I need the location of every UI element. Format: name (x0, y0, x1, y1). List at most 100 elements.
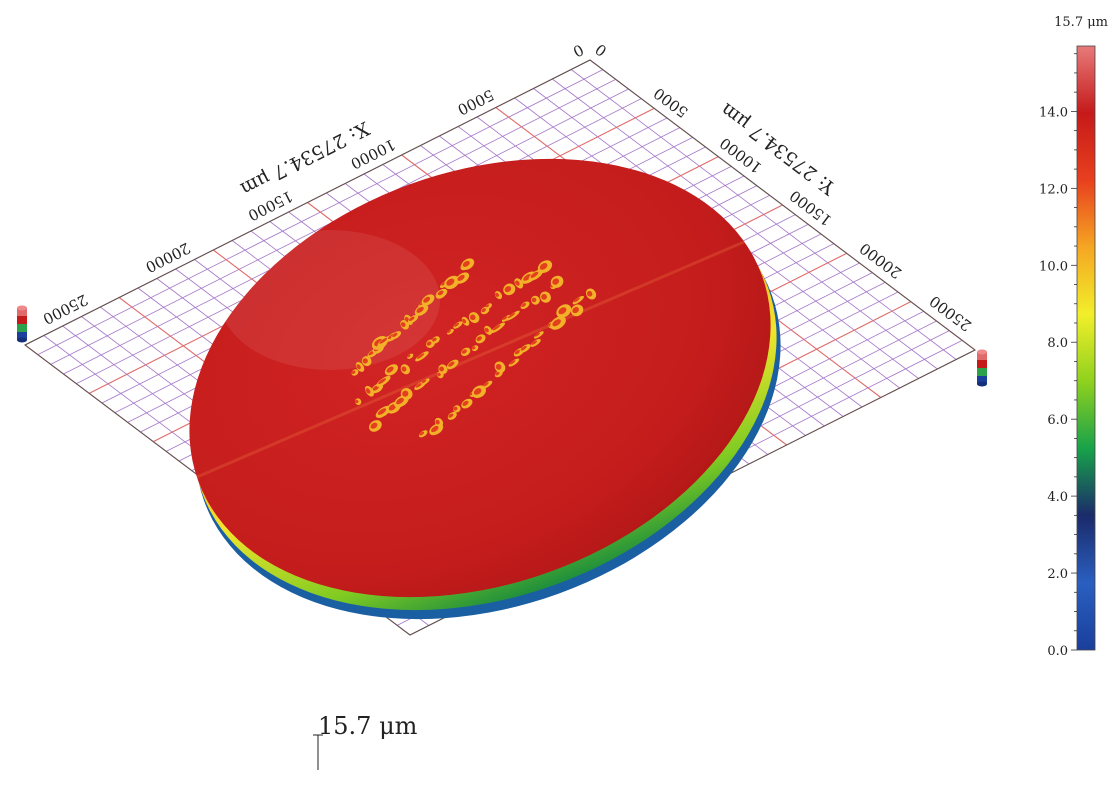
colorbar-tick-label: 12.0 (1039, 182, 1068, 197)
feature-droplet-shade (379, 337, 388, 344)
colorbar-tick-label: 14.0 (1039, 105, 1068, 120)
feature-droplet-shade (515, 280, 520, 286)
colorbar-tick-label: 4.0 (1047, 490, 1068, 505)
feature-droplet-shade (453, 322, 460, 327)
feature-droplet-shade (435, 419, 440, 425)
feature-droplet-shade (392, 332, 398, 338)
feature-droplet-shade (377, 408, 387, 415)
feature-droplet (421, 378, 430, 385)
feature-droplet-shade (469, 314, 476, 321)
feature-droplet-shade (531, 340, 538, 345)
feature-droplet-shade (365, 388, 371, 394)
colorbar-max-label: 15.7 μm (1054, 15, 1108, 30)
feature-droplet-shade (552, 319, 561, 327)
feature-droplet-shade (531, 297, 537, 303)
y-tick-label: 0 (592, 40, 610, 60)
feature-droplet-shade (495, 363, 502, 370)
surface-top (189, 158, 771, 598)
feature-droplet-shade (573, 297, 580, 303)
cylinder-base (977, 381, 987, 387)
feature-droplet-shade (362, 358, 368, 364)
feature-droplet-shade (495, 371, 500, 376)
feature-droplet-shade (372, 385, 380, 391)
feature-droplet-shade (356, 364, 361, 370)
feature-droplet-shade (461, 349, 467, 354)
feature-droplet-shade (408, 316, 415, 321)
cylinder-band (977, 352, 987, 360)
feature-droplet-shade (421, 379, 427, 384)
feature-droplet-shade (507, 312, 516, 319)
corner-cylinder-right (977, 349, 987, 387)
feature-droplet-shade (484, 327, 489, 333)
feature-droplet-shade (368, 350, 375, 356)
feature-droplet-shade (521, 303, 527, 308)
feature-droplet-shade (586, 290, 593, 297)
cylinder-band (17, 316, 27, 324)
feature-droplet-shade (485, 304, 490, 308)
feature-droplet-shade (502, 316, 508, 321)
x-tick-label: 20000 (143, 239, 194, 277)
feature-droplet-shade (388, 404, 397, 411)
feature-droplet-shade (509, 360, 516, 365)
feature-droplet-shade (400, 322, 406, 327)
cylinder-base (17, 337, 27, 343)
cylinder-band (17, 324, 27, 332)
feature-droplet-shade (402, 390, 409, 397)
feature-droplet-shade (407, 354, 411, 358)
feature-droplet-shade (378, 378, 386, 385)
feature-droplet-shade (483, 382, 489, 387)
colorbar-gradient (1076, 45, 1096, 651)
y-tick-label: 5000 (650, 84, 691, 121)
grid-border (24, 59, 976, 636)
feature-droplet (534, 331, 544, 339)
feature-droplet-shade (439, 366, 444, 372)
feature-droplet-shade (462, 400, 469, 406)
cylinder-cap (17, 305, 27, 311)
feature-droplet-shade (462, 318, 467, 324)
colorbar-tick-label: 8.0 (1047, 336, 1068, 351)
corner-cylinder-left (17, 305, 27, 343)
surface (189, 158, 781, 620)
feature-droplet-shade (558, 307, 567, 315)
feature-droplet-shade (386, 366, 394, 373)
colorbar-tick-label: 0.0 (1047, 644, 1068, 659)
feature-droplet-shade (446, 278, 455, 286)
feature-droplet-shade (476, 336, 482, 341)
feature-droplet-shade (541, 293, 547, 300)
cylinder-cap (977, 349, 987, 355)
feature-droplet-shade (426, 341, 432, 346)
feature-droplet-shade (471, 346, 476, 350)
feature-droplet-shade (534, 332, 541, 337)
feature-droplet-shade (401, 366, 407, 372)
feature-droplet-shade (423, 296, 431, 303)
surface-scratch (189, 233, 761, 482)
feature-droplet-shade (370, 422, 378, 429)
surface-highlight (220, 230, 440, 370)
feature-droplet-shade (523, 274, 532, 281)
feature-droplet-shade (415, 382, 423, 388)
feature-droplet-shade (448, 413, 454, 418)
cylinder-band (17, 332, 27, 340)
feature-droplet-shade (572, 307, 579, 314)
feature-droplet-shade (416, 306, 424, 313)
colorbar-tick-label: 2.0 (1047, 567, 1068, 582)
feature-droplet (446, 328, 454, 335)
feature-droplet-shade (431, 425, 439, 433)
feature-droplet-shade (419, 431, 425, 436)
y-tick-label: 25000 (926, 292, 975, 335)
feature-droplet-shade (481, 308, 486, 313)
x-tick-label: 0 (570, 40, 587, 60)
feature-droplet-shade (448, 361, 455, 367)
pattern-features (351, 258, 597, 438)
colorbar-tick-label: 10.0 (1039, 259, 1068, 274)
cylinder-band (977, 376, 987, 384)
feature-droplet-shade (351, 370, 356, 374)
feature-droplet-shade (520, 345, 527, 351)
feature-droplet-shade (462, 260, 470, 267)
feature-droplet-shade (530, 271, 539, 278)
y-tick-label: 20000 (856, 239, 905, 282)
feature-droplet-shade (396, 397, 405, 405)
x-tick-label: 5000 (455, 86, 497, 119)
cylinder-band (17, 308, 27, 316)
